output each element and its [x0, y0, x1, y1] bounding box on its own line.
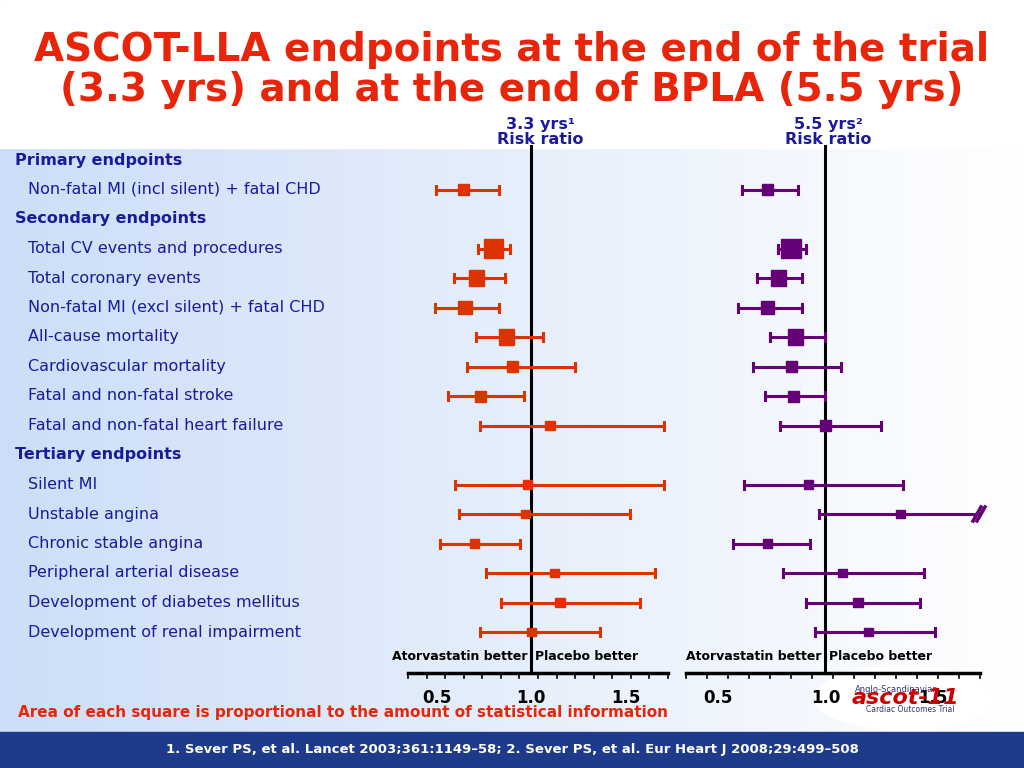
- Text: ASCOT-LLA endpoints at the end of the trial: ASCOT-LLA endpoints at the end of the tr…: [35, 31, 989, 69]
- Text: Atorvastatin better: Atorvastatin better: [392, 650, 527, 663]
- Bar: [761, 301, 774, 314]
- Bar: [546, 421, 555, 430]
- Text: Risk ratio: Risk ratio: [497, 131, 584, 147]
- Text: 0.5: 0.5: [703, 689, 733, 707]
- Text: Cardiac Outcomes Trial: Cardiac Outcomes Trial: [865, 706, 954, 714]
- Text: 1.5: 1.5: [611, 689, 641, 707]
- Text: Chronic stable angina: Chronic stable angina: [28, 536, 203, 551]
- Bar: [896, 510, 905, 518]
- Bar: [521, 510, 530, 518]
- Bar: [853, 598, 862, 607]
- Bar: [470, 539, 479, 548]
- Text: Placebo better: Placebo better: [536, 650, 639, 663]
- Bar: [781, 239, 801, 258]
- Bar: [527, 627, 536, 637]
- Bar: [762, 184, 773, 195]
- Bar: [555, 598, 565, 607]
- Bar: [787, 329, 803, 345]
- Bar: [469, 270, 484, 286]
- Bar: [483, 239, 504, 258]
- Text: (3.3 yrs) and at the end of BPLA (5.5 yrs): (3.3 yrs) and at the end of BPLA (5.5 yr…: [60, 71, 964, 109]
- Text: Development of renal impairment: Development of renal impairment: [28, 624, 301, 640]
- Bar: [771, 270, 786, 286]
- Bar: [0, 732, 1024, 768]
- Bar: [763, 539, 772, 548]
- Text: Development of diabetes mellitus: Development of diabetes mellitus: [28, 595, 300, 610]
- Bar: [0, 0, 1024, 148]
- Text: Peripheral arterial disease: Peripheral arterial disease: [28, 565, 240, 581]
- Text: 1.5: 1.5: [919, 689, 947, 707]
- Bar: [459, 301, 471, 314]
- Text: Unstable angina: Unstable angina: [28, 507, 159, 521]
- Text: 0.5: 0.5: [422, 689, 452, 707]
- Bar: [523, 480, 531, 489]
- Bar: [550, 568, 558, 578]
- Text: Silent MI: Silent MI: [28, 477, 97, 492]
- Text: Total CV events and procedures: Total CV events and procedures: [28, 241, 283, 256]
- Bar: [820, 420, 831, 431]
- Text: Cardiovascular mortality: Cardiovascular mortality: [28, 359, 226, 374]
- Text: Risk ratio: Risk ratio: [784, 131, 871, 147]
- Text: Placebo better: Placebo better: [829, 650, 933, 663]
- Text: 5.5 yrs²: 5.5 yrs²: [794, 118, 862, 133]
- Text: Atorvastatin better: Atorvastatin better: [686, 650, 821, 663]
- Bar: [804, 480, 813, 489]
- Text: Tertiary endpoints: Tertiary endpoints: [15, 448, 181, 462]
- Text: All-cause mortality: All-cause mortality: [28, 329, 179, 345]
- Bar: [864, 627, 872, 637]
- Text: Anglo-Scandinavian: Anglo-Scandinavian: [855, 686, 939, 694]
- Text: 1.0: 1.0: [811, 689, 840, 707]
- Bar: [507, 361, 518, 372]
- Ellipse shape: [815, 666, 995, 730]
- Text: Area of each square is proportional to the amount of statistical information: Area of each square is proportional to t…: [18, 706, 668, 720]
- Text: 1.0: 1.0: [517, 689, 546, 707]
- Text: Fatal and non-fatal stroke: Fatal and non-fatal stroke: [28, 389, 233, 403]
- Text: Non-fatal MI (excl silent) + fatal CHD: Non-fatal MI (excl silent) + fatal CHD: [28, 300, 325, 315]
- Text: 3.3 yrs¹: 3.3 yrs¹: [506, 118, 574, 133]
- Text: Total coronary events: Total coronary events: [28, 270, 201, 286]
- Bar: [499, 329, 514, 345]
- Text: 1. Sever PS, et al. Lancet 2003;361:1149–58; 2. Sever PS, et al. Eur Heart J 200: 1. Sever PS, et al. Lancet 2003;361:1149…: [166, 743, 858, 756]
- Text: Secondary endpoints: Secondary endpoints: [15, 211, 206, 227]
- Bar: [458, 184, 469, 195]
- Text: Fatal and non-fatal heart failure: Fatal and non-fatal heart failure: [28, 418, 284, 433]
- Bar: [474, 390, 485, 402]
- Text: Primary endpoints: Primary endpoints: [15, 153, 182, 167]
- Bar: [839, 568, 847, 578]
- Text: Non-fatal MI (incl silent) + fatal CHD: Non-fatal MI (incl silent) + fatal CHD: [28, 182, 321, 197]
- Bar: [787, 390, 799, 402]
- Text: ascot-11: ascot-11: [851, 688, 958, 708]
- Bar: [785, 361, 797, 372]
